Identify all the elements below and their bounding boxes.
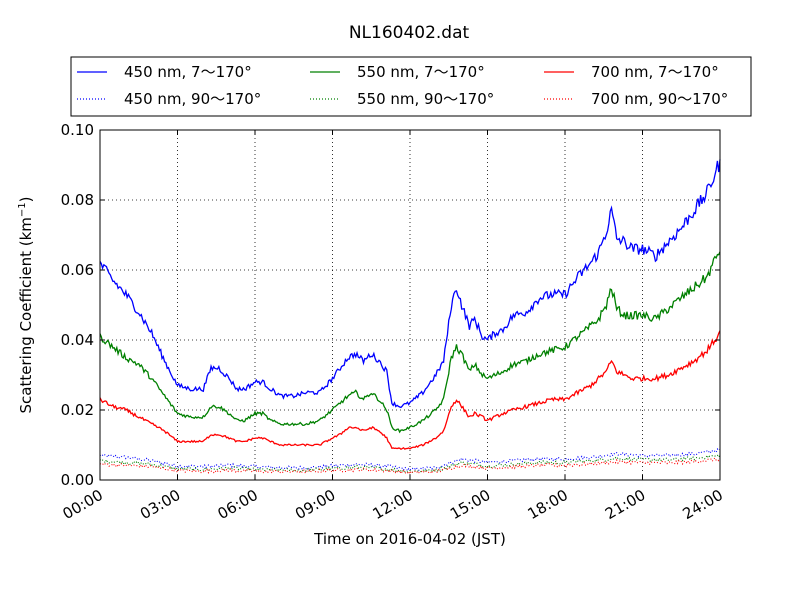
x-tick-label: 18:00: [525, 486, 571, 523]
series-line: [99, 251, 721, 434]
series-line: [99, 447, 721, 472]
plot-area: [99, 129, 721, 481]
ticks: [99, 129, 721, 481]
x-tick-label: 12:00: [370, 486, 416, 523]
x-axis-label: Time on 2016-04-02 (JST): [313, 530, 506, 548]
series-layer: [99, 159, 721, 476]
x-tick-label: 21:00: [602, 486, 648, 523]
x-tick-label: 03:00: [137, 486, 183, 523]
x-tick-label: 15:00: [447, 486, 493, 523]
y-tick-labels: 0.00 0.02 0.04 0.06 0.08 0.10: [61, 121, 94, 489]
y-tick-label: 0.04: [61, 331, 94, 349]
legend-label: 700 nm, 90～170°: [591, 90, 728, 108]
y-tick-label: 0.08: [61, 191, 94, 209]
legend-label: 450 nm, 7～170°: [124, 63, 252, 81]
y-axis-label-main: Scattering Coefficient (km: [17, 217, 35, 413]
y-tick-label: 0.10: [61, 121, 94, 139]
legend-label: 450 nm, 90～170°: [124, 90, 261, 108]
x-tick-label: 06:00: [215, 486, 261, 523]
series-line: [99, 453, 721, 474]
series-line: [99, 330, 721, 451]
y-tick-label: 0.02: [61, 401, 94, 419]
y-axis-label-close: ): [17, 196, 35, 202]
legend-frame: [70, 56, 752, 117]
x-tick-labels: 00:00 03:00 06:00 09:00 12:00 15:00 18:00 21:00…: [60, 486, 726, 523]
chart-title: NL160402.dat: [349, 23, 470, 43]
gridlines: [100, 130, 720, 480]
legend-label: 700 nm, 7～170°: [591, 63, 719, 81]
y-axis-label: Scattering Coefficient (km−1): [17, 196, 35, 413]
y-tick-label: 0.00: [61, 471, 94, 489]
series-line: [99, 159, 721, 409]
series-line: [99, 456, 721, 476]
x-tick-label: 00:00: [60, 486, 106, 523]
legend-label: 550 nm, 90～170°: [357, 90, 494, 108]
y-axis-label-exponent: −1: [17, 202, 28, 217]
x-tick-label: 09:00: [292, 486, 338, 523]
x-tick-label: 24:00: [680, 486, 726, 523]
y-tick-label: 0.06: [61, 261, 94, 279]
legend-label: 550 nm, 7～170°: [357, 63, 485, 81]
legend: 450 nm, 7～170° 450 nm, 90～170° 550 nm, 7～1…: [70, 56, 752, 117]
